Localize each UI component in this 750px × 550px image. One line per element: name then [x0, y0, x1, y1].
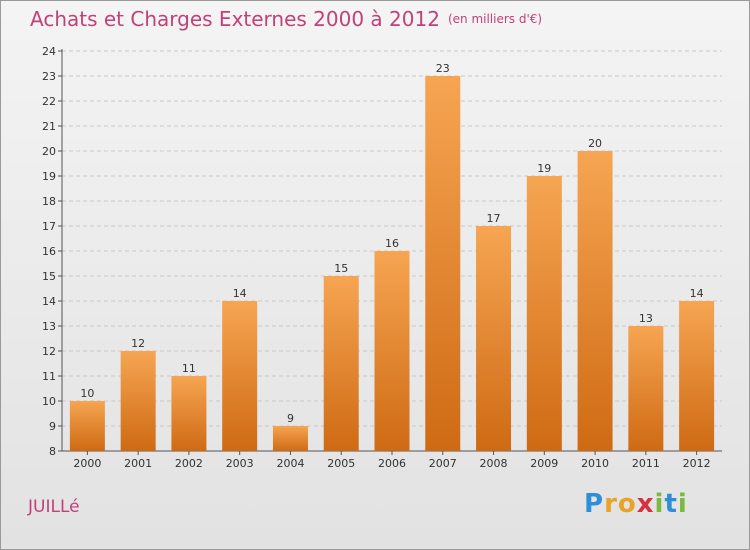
x-tick-label: 2000: [73, 457, 101, 470]
x-tick-label: 2008: [480, 457, 508, 470]
data-label: 9: [287, 412, 294, 425]
logo-letter: o: [617, 489, 637, 519]
labels: 8 9 10 11 12 13 14 15 16 17 18 19 20 21 22 23 24 10 2000 12…: [42, 45, 711, 470]
commune-name: JUILLé: [28, 497, 80, 517]
y-tick-label: 15: [42, 270, 56, 283]
y-tick-label: 23: [42, 70, 56, 83]
y-tick-label: 17: [42, 220, 56, 233]
x-tick-label: 2007: [429, 457, 457, 470]
bar: [679, 301, 715, 451]
bar: [526, 176, 562, 451]
y-tick-label: 10: [42, 395, 56, 408]
logo-letter: P: [584, 489, 605, 519]
logo-letter: t: [664, 489, 678, 519]
data-label: 23: [436, 62, 450, 75]
y-tick-label: 18: [42, 195, 56, 208]
bar: [374, 251, 410, 451]
bar: [120, 351, 156, 451]
y-tick-label: 11: [42, 370, 56, 383]
data-label: 15: [334, 262, 348, 275]
data-label: 17: [487, 212, 501, 225]
x-tick-label: 2001: [124, 457, 152, 470]
data-label: 12: [131, 337, 145, 350]
bar: [577, 151, 613, 451]
bar: [222, 301, 258, 451]
y-tick-label: 13: [42, 320, 56, 333]
data-label: 16: [385, 237, 399, 250]
y-tick-label: 20: [42, 145, 56, 158]
proxiti-logo: Proxiti: [584, 489, 688, 519]
y-tick-label: 21: [42, 120, 56, 133]
bar: [425, 76, 461, 451]
y-tick-label: 8: [49, 445, 56, 458]
bars: [69, 76, 715, 451]
x-tick-label: 2004: [276, 457, 304, 470]
x-tick-label: 2012: [683, 457, 711, 470]
bar: [476, 226, 512, 451]
x-tick-label: 2011: [632, 457, 660, 470]
data-label: 10: [80, 387, 94, 400]
x-tick-label: 2009: [530, 457, 558, 470]
logo-letter: r: [604, 489, 618, 519]
bar: [171, 376, 207, 451]
data-label: 20: [588, 137, 602, 150]
data-label: 14: [233, 287, 247, 300]
data-label: 13: [639, 312, 653, 325]
x-tick-label: 2003: [226, 457, 254, 470]
bar: [272, 426, 308, 451]
x-tick-label: 2006: [378, 457, 406, 470]
chart-title-text: Achats et Charges Externes 2000 à 2012: [30, 7, 440, 31]
y-tick-label: 24: [42, 45, 56, 58]
bar: [323, 276, 359, 451]
data-label: 19: [537, 162, 551, 175]
chart-title: Achats et Charges Externes 2000 à 2012 (e…: [30, 7, 542, 31]
y-tick-label: 12: [42, 345, 56, 358]
y-tick-label: 22: [42, 95, 56, 108]
x-tick-label: 2002: [175, 457, 203, 470]
bar: [69, 401, 105, 451]
chart-subtitle: (en milliers d'€): [447, 12, 543, 26]
y-tick-label: 14: [42, 295, 56, 308]
y-tick-label: 19: [42, 170, 56, 183]
logo-letter: i: [654, 489, 665, 519]
logo-letter: i: [677, 489, 688, 519]
x-tick-label: 2005: [327, 457, 355, 470]
data-label: 14: [690, 287, 704, 300]
data-label: 11: [182, 362, 196, 375]
logo-letter: x: [636, 489, 655, 519]
bar: [628, 326, 664, 451]
y-tick-label: 9: [49, 420, 56, 433]
x-tick-label: 2010: [581, 457, 609, 470]
y-tick-label: 16: [42, 245, 56, 258]
